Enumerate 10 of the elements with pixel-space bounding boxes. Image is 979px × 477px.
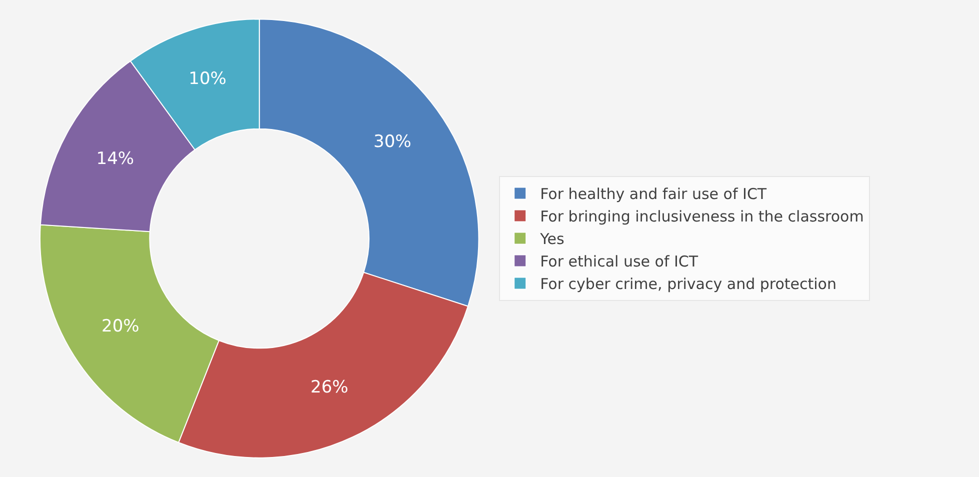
data-label: 14% — [96, 149, 134, 170]
data-label: 20% — [102, 316, 140, 337]
legend-label: For bringing inclusiveness in the classroom — [540, 208, 864, 226]
legend-label: For cyber crime, privacy and protection — [540, 275, 836, 294]
data-label: 30% — [374, 132, 412, 152]
legend-label: For ethical use of ICT — [540, 252, 699, 271]
legend-label: For healthy and fair use of ICT — [540, 185, 768, 204]
data-label: 10% — [188, 69, 226, 90]
legend-label: Yes — [539, 230, 564, 248]
data-label: 26% — [310, 377, 348, 398]
